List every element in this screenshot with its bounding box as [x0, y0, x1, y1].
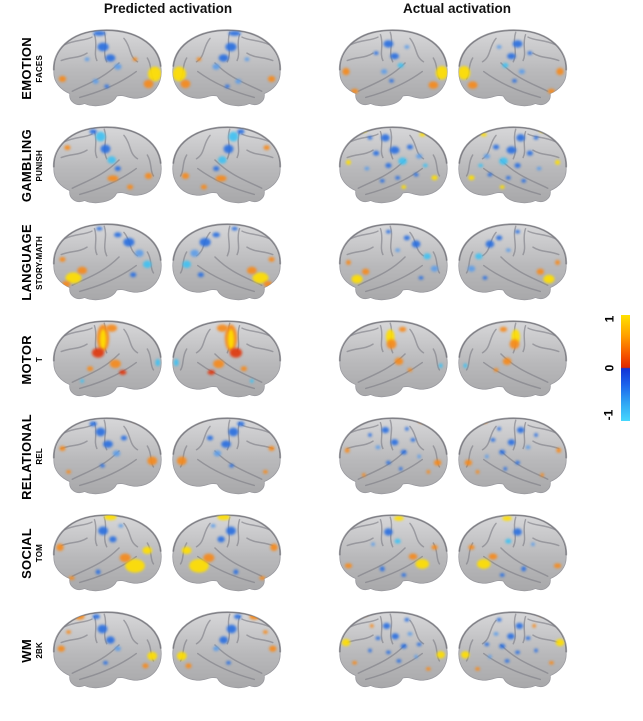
condition-label: 2BK [35, 642, 44, 659]
row-label: WM 2BK [0, 602, 44, 699]
brain-predicted-right-hemisphere [167, 312, 290, 407]
brain-surface-image [52, 611, 162, 689]
brain-surface-image [338, 223, 448, 301]
row-label: GAMBLING PUNISH [0, 117, 44, 214]
row-label: LANGUAGE STORY-MATH [0, 214, 44, 311]
task-row-motor: MOTOR T [0, 311, 592, 408]
brain-surface-image [458, 611, 568, 689]
brain-surface-image [172, 514, 282, 592]
brain-actual-right-hemisphere [453, 603, 576, 698]
brain-actual-left-hemisphere [330, 506, 453, 601]
task-row-social: SOCIAL TOM [0, 505, 592, 602]
row-label: SOCIAL TOM [0, 505, 44, 602]
brain-surface-image [172, 223, 282, 301]
brain-actual-left-hemisphere [330, 21, 453, 116]
brain-predicted-left-hemisphere [44, 603, 167, 698]
brain-surface-image [172, 320, 282, 398]
brain-surface-image [458, 417, 568, 495]
brain-predicted-left-hemisphere [44, 215, 167, 310]
brain-predicted-left-hemisphere [44, 409, 167, 504]
brain-predicted-left-hemisphere [44, 118, 167, 213]
brain-predicted-right-hemisphere [167, 21, 290, 116]
task-rows-container: EMOTION FACES [0, 20, 592, 699]
brain-actual-left-hemisphere [330, 603, 453, 698]
predicted-activation-header: Predicted activation [103, 1, 233, 16]
brain-surface-image [338, 29, 448, 107]
brain-actual-right-hemisphere [453, 506, 576, 601]
colorbar-mid-label: 0 [602, 364, 617, 372]
brain-predicted-left-hemisphere [44, 21, 167, 116]
brain-surface-image [458, 126, 568, 204]
task-row-language: LANGUAGE STORY-MATH [0, 214, 592, 311]
brain-surface-image [172, 126, 282, 204]
brain-surface-image [458, 29, 568, 107]
brain-predicted-right-hemisphere [167, 603, 290, 698]
task-label: LANGUAGE [19, 224, 34, 301]
brain-actual-right-hemisphere [453, 312, 576, 407]
colorbar-max-label: 1 [602, 315, 617, 323]
task-row-emotion: EMOTION FACES [0, 20, 592, 117]
brain-actual-left-hemisphere [330, 312, 453, 407]
brain-predicted-right-hemisphere [167, 118, 290, 213]
brain-surface-image [172, 417, 282, 495]
brain-actual-right-hemisphere [453, 215, 576, 310]
brain-surface-image [338, 126, 448, 204]
brain-surface-image [458, 514, 568, 592]
task-row-relational: RELATIONAL REL [0, 408, 592, 505]
brain-predicted-left-hemisphere [44, 506, 167, 601]
task-label: GAMBLING [19, 128, 34, 203]
colorbar [621, 315, 630, 421]
brain-predicted-right-hemisphere [167, 409, 290, 504]
row-label: EMOTION FACES [0, 20, 44, 117]
brain-surface-image [338, 417, 448, 495]
brain-surface-image [172, 611, 282, 689]
task-row-wm: WM 2BK [0, 602, 592, 699]
brain-surface-image [458, 223, 568, 301]
brain-surface-image [52, 223, 162, 301]
brain-predicted-left-hemisphere [44, 312, 167, 407]
brain-predicted-right-hemisphere [167, 506, 290, 601]
condition-label: TOM [35, 544, 44, 563]
condition-label: STORY-MATH [35, 235, 44, 290]
task-label: MOTOR [19, 334, 34, 385]
brain-surface-image [52, 417, 162, 495]
row-label: RELATIONAL REL [0, 408, 44, 505]
brain-actual-right-hemisphere [453, 409, 576, 504]
brain-surface-image [52, 29, 162, 107]
brain-actual-left-hemisphere [330, 118, 453, 213]
task-label: WM [19, 638, 34, 663]
colorbar-min-label: -1 [601, 409, 616, 421]
task-label: RELATIONAL [19, 413, 34, 500]
row-label: MOTOR T [0, 311, 44, 408]
brain-surface-image [458, 320, 568, 398]
condition-label: REL [35, 448, 44, 465]
condition-label: PUNISH [35, 149, 44, 182]
condition-label: FACES [35, 54, 44, 83]
brain-surface-image [338, 514, 448, 592]
brain-surface-image [338, 611, 448, 689]
task-label: SOCIAL [19, 528, 34, 579]
actual-activation-header: Actual activation [402, 1, 512, 16]
brain-actual-left-hemisphere [330, 409, 453, 504]
brain-actual-right-hemisphere [453, 21, 576, 116]
task-row-gambling: GAMBLING PUNISH [0, 117, 592, 214]
brain-surface-image [52, 126, 162, 204]
brain-surface-image [338, 320, 448, 398]
brain-surface-image [52, 514, 162, 592]
condition-label: T [35, 356, 44, 363]
brain-surface-image [52, 320, 162, 398]
brain-predicted-right-hemisphere [167, 215, 290, 310]
brain-surface-image [172, 29, 282, 107]
task-label: EMOTION [19, 37, 34, 100]
brain-actual-right-hemisphere [453, 118, 576, 213]
brain-actual-left-hemisphere [330, 215, 453, 310]
